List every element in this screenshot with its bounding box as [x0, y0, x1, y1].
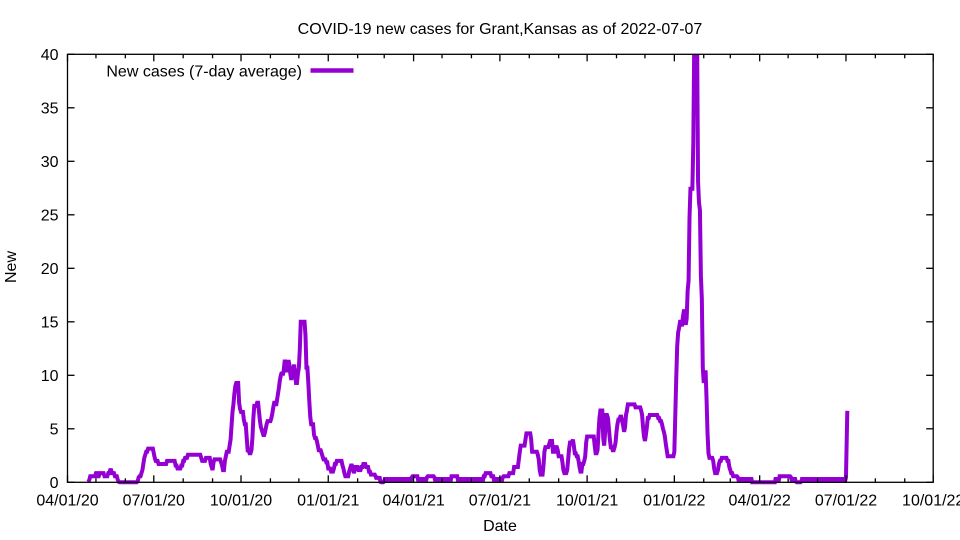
svg-text:COVID-19 new cases for Grant,K: COVID-19 new cases for Grant,Kansas as o…	[298, 21, 703, 38]
svg-text:40: 40	[41, 47, 59, 64]
svg-text:25: 25	[41, 207, 59, 224]
svg-text:07/01/22: 07/01/22	[815, 493, 877, 510]
svg-text:01/01/21: 01/01/21	[297, 493, 359, 510]
svg-text:New cases (7-day average): New cases (7-day average)	[106, 64, 302, 81]
svg-text:35: 35	[41, 100, 59, 117]
svg-text:01/01/22: 01/01/22	[643, 493, 705, 510]
svg-text:10/01/21: 10/01/21	[556, 493, 618, 510]
svg-text:New: New	[3, 251, 20, 283]
svg-text:Date: Date	[483, 518, 517, 535]
svg-text:04/01/22: 04/01/22	[729, 493, 791, 510]
svg-text:04/01/20: 04/01/20	[36, 493, 98, 510]
svg-text:10/01/22: 10/01/22	[902, 493, 960, 510]
svg-text:04/01/21: 04/01/21	[382, 493, 444, 510]
svg-text:30: 30	[41, 154, 59, 171]
svg-text:20: 20	[41, 261, 59, 278]
svg-text:07/01/21: 07/01/21	[469, 493, 531, 510]
svg-text:07/01/20: 07/01/20	[123, 493, 185, 510]
svg-text:15: 15	[41, 314, 59, 331]
svg-text:0: 0	[50, 475, 59, 492]
svg-text:10: 10	[41, 368, 59, 385]
svg-text:10/01/20: 10/01/20	[210, 493, 272, 510]
svg-text:5: 5	[50, 421, 59, 438]
